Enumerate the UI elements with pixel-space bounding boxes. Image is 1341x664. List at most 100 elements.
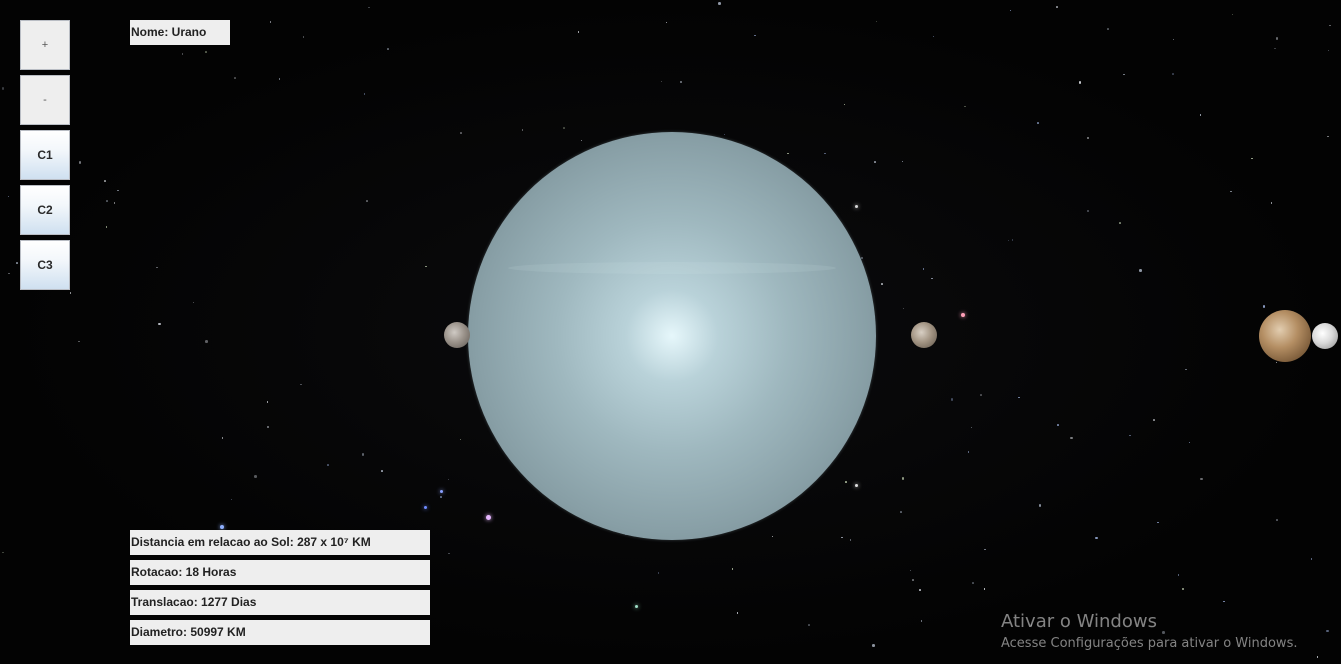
star xyxy=(874,161,876,163)
star xyxy=(1,87,5,90)
star xyxy=(1200,477,1203,480)
star xyxy=(205,340,208,343)
star xyxy=(849,539,852,541)
star xyxy=(1139,269,1142,272)
star xyxy=(106,200,108,202)
star xyxy=(1181,587,1185,591)
star xyxy=(440,490,443,493)
star xyxy=(660,80,663,82)
star xyxy=(205,51,207,53)
watermark-subtitle: Acesse Configurações para ativar o Windo… xyxy=(1001,636,1298,651)
star xyxy=(1123,73,1125,76)
star xyxy=(254,475,257,478)
camera-1-button[interactable]: C1 xyxy=(20,130,70,180)
star xyxy=(278,78,281,80)
star xyxy=(113,202,116,204)
star xyxy=(1018,396,1020,399)
star xyxy=(300,383,302,386)
distance-label: Distancia em relacao ao Sol: 287 x 10⁷ K… xyxy=(130,530,430,555)
star xyxy=(361,453,364,456)
star xyxy=(78,161,82,164)
moon-left[interactable] xyxy=(444,322,470,348)
star xyxy=(845,481,847,483)
star xyxy=(1070,436,1073,440)
star xyxy=(771,535,774,538)
star xyxy=(1129,434,1131,437)
star xyxy=(1057,424,1059,426)
star xyxy=(440,496,442,498)
uranus-planet[interactable] xyxy=(468,132,876,540)
star xyxy=(754,34,756,36)
star xyxy=(366,200,368,202)
star xyxy=(920,620,922,622)
zoom-out-button[interactable]: - xyxy=(20,75,70,125)
star xyxy=(902,307,905,309)
star xyxy=(1107,28,1109,30)
star xyxy=(7,195,10,198)
star xyxy=(860,256,863,260)
star xyxy=(1310,558,1313,560)
star xyxy=(679,80,683,84)
star xyxy=(156,266,158,269)
star xyxy=(901,160,904,163)
moon-white-right[interactable] xyxy=(1312,323,1338,349)
star xyxy=(1177,574,1180,576)
star xyxy=(843,103,846,105)
star xyxy=(718,2,721,5)
star xyxy=(368,6,370,9)
star xyxy=(2,551,4,554)
moon-right[interactable] xyxy=(911,322,937,348)
star xyxy=(901,477,905,480)
camera-3-button[interactable]: C3 xyxy=(20,240,70,290)
star xyxy=(1172,38,1175,41)
moon-large-right[interactable] xyxy=(1259,310,1311,362)
star xyxy=(922,268,925,270)
star xyxy=(577,31,580,33)
star xyxy=(1199,114,1201,116)
star xyxy=(1078,81,1082,84)
star xyxy=(967,451,969,453)
star xyxy=(657,572,660,574)
star xyxy=(635,605,638,608)
star xyxy=(234,77,236,79)
star xyxy=(1326,629,1329,633)
camera-2-button[interactable]: C2 xyxy=(20,185,70,235)
zoom-in-button[interactable]: + xyxy=(20,20,70,70)
star xyxy=(1230,190,1232,193)
star xyxy=(983,588,986,590)
star xyxy=(448,552,450,554)
star xyxy=(1316,656,1319,658)
star xyxy=(1270,202,1273,204)
star xyxy=(105,226,108,228)
star xyxy=(8,272,10,275)
windows-activation-watermark: Ativar o Windows Acesse Configurações pa… xyxy=(1001,610,1297,654)
star xyxy=(1185,368,1187,371)
star xyxy=(486,515,491,520)
translation-label: Translacao: 1277 Dias xyxy=(130,590,430,615)
star xyxy=(1056,6,1058,8)
star xyxy=(104,180,106,182)
star xyxy=(220,525,224,529)
star xyxy=(459,438,462,440)
planet-name-label: Nome: Urano xyxy=(130,20,230,45)
star xyxy=(736,612,739,614)
star xyxy=(1188,441,1191,444)
star xyxy=(1327,135,1329,138)
star xyxy=(1223,600,1225,603)
planet-band xyxy=(508,262,836,274)
star xyxy=(230,498,233,500)
star xyxy=(117,189,119,192)
star xyxy=(221,437,224,439)
star xyxy=(460,132,462,134)
star xyxy=(841,536,843,538)
star xyxy=(1231,13,1234,16)
star xyxy=(1275,37,1279,40)
star xyxy=(881,283,883,285)
star xyxy=(302,36,305,38)
star xyxy=(1011,239,1013,241)
star xyxy=(855,484,858,487)
star xyxy=(808,624,810,626)
star xyxy=(1251,157,1253,160)
star xyxy=(266,401,269,403)
